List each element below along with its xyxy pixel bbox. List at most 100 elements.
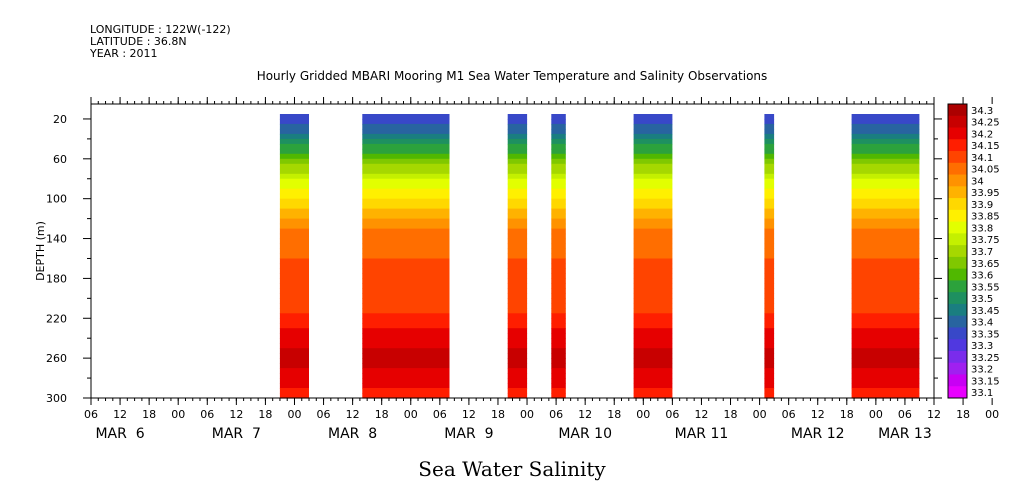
x-tick-label: 00: [171, 408, 185, 421]
salinity-cell: [851, 133, 920, 140]
salinity-cell: [764, 373, 775, 379]
salinity-cell: [279, 263, 309, 270]
x-tick-label: 06: [782, 408, 796, 421]
colorbar-label: 33.75: [971, 235, 1000, 246]
salinity-cell: [551, 393, 566, 399]
salinity-cell: [851, 343, 920, 349]
salinity-cell: [764, 248, 775, 255]
salinity-cell: [851, 173, 920, 180]
salinity-cell: [507, 313, 528, 319]
salinity-cell: [551, 318, 566, 324]
salinity-cell: [279, 293, 309, 299]
x-tick-label: 12: [346, 408, 360, 421]
salinity-cell: [551, 328, 566, 334]
salinity-cell: [851, 363, 920, 369]
salinity-cell: [851, 373, 920, 379]
salinity-cell: [279, 128, 309, 135]
colorbar-swatch: [948, 198, 967, 211]
salinity-cell: [851, 233, 920, 240]
year-label: YEAR : 2011: [90, 47, 158, 60]
salinity-cell: [551, 188, 566, 195]
salinity-cell: [764, 133, 775, 140]
colorbar-swatch: [948, 221, 967, 234]
salinity-cell: [851, 198, 920, 205]
salinity-cell: [362, 128, 450, 135]
salinity-cell: [633, 218, 673, 225]
salinity-cell: [279, 278, 309, 284]
salinity-cell: [851, 163, 920, 170]
salinity-cell: [279, 213, 309, 220]
salinity-cell: [507, 123, 528, 130]
salinity-cell: [764, 333, 775, 339]
salinity-cell: [633, 343, 673, 349]
salinity-cell: [507, 243, 528, 250]
salinity-cell: [851, 143, 920, 150]
salinity-cell: [764, 183, 775, 190]
salinity-cell: [633, 168, 673, 175]
salinity-cell: [764, 358, 775, 364]
colorbar-label: 33.15: [971, 376, 1000, 387]
salinity-cell: [279, 363, 309, 369]
salinity-cell: [279, 118, 309, 125]
salinity-cell: [279, 133, 309, 140]
salinity-cell: [764, 268, 775, 274]
salinity-cell: [851, 298, 920, 304]
x-tick-label: 12: [462, 408, 476, 421]
salinity-cell: [851, 153, 920, 160]
salinity-cell: [633, 348, 673, 354]
salinity-cell: [764, 313, 775, 319]
colorbar-swatch: [948, 256, 967, 270]
salinity-cell: [764, 114, 775, 120]
chart-title: Hourly Gridded MBARI Mooring M1 Sea Wate…: [257, 69, 768, 83]
salinity-cell: [279, 203, 309, 210]
colorbar-label: 33.95: [971, 188, 1000, 199]
x-day-label: MAR 12: [791, 426, 845, 442]
salinity-cell: [551, 193, 566, 200]
salinity-cell: [279, 253, 309, 260]
x-tick-label: 00: [636, 408, 650, 421]
salinity-cell: [362, 213, 450, 220]
salinity-cell: [551, 268, 566, 274]
salinity-cell: [764, 203, 775, 210]
colorbar-label: 33.8: [971, 223, 993, 234]
salinity-cell: [551, 178, 566, 185]
salinity-cell: [551, 323, 566, 329]
salinity-cell: [507, 114, 528, 120]
salinity-cell: [279, 383, 309, 389]
salinity-cell: [362, 148, 450, 155]
salinity-cell: [279, 393, 309, 399]
salinity-cell: [633, 388, 673, 394]
salinity-cell: [633, 183, 673, 190]
salinity-cell: [551, 198, 566, 205]
colorbar-swatch: [948, 151, 967, 164]
salinity-cell: [507, 148, 528, 155]
salinity-cell: [551, 248, 566, 255]
salinity-cell: [551, 223, 566, 230]
salinity-cell: [633, 153, 673, 160]
axes-layer: 06 12 18 00 06 12 18 00 06 12 18 00 06 12 18 00 06 12 18 00…: [46, 97, 999, 442]
salinity-cell: [362, 168, 450, 175]
salinity-cell: [507, 353, 528, 359]
salinity-cell: [279, 323, 309, 329]
salinity-cell: [507, 158, 528, 165]
salinity-cell: [279, 114, 309, 120]
salinity-cell: [851, 114, 920, 120]
salinity-cell: [551, 333, 566, 339]
salinity-cell: [507, 393, 528, 399]
salinity-cell: [362, 228, 450, 235]
salinity-cell: [279, 353, 309, 359]
colorbar-swatch: [948, 104, 967, 117]
salinity-cell: [279, 208, 309, 215]
salinity-cell: [764, 253, 775, 260]
salinity-cell: [851, 333, 920, 339]
salinity-cell: [764, 263, 775, 270]
salinity-cell: [551, 373, 566, 379]
salinity-cell: [362, 158, 450, 165]
colorbar-label: 33.65: [971, 259, 1000, 270]
salinity-cell: [362, 183, 450, 190]
salinity-cell: [279, 143, 309, 150]
x-day-label: MAR 8: [328, 426, 377, 442]
salinity-cell: [362, 288, 450, 294]
salinity-cell: [362, 368, 450, 374]
